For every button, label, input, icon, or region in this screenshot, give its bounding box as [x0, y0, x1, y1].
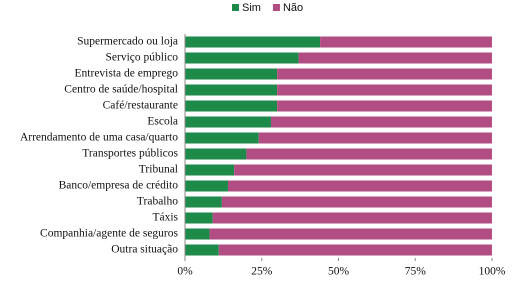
legend-label: Não — [283, 2, 303, 14]
y-tick-label: Escola — [147, 116, 178, 128]
bar-segment — [221, 196, 492, 208]
y-tick-label: Companhia/agente de seguros — [40, 228, 178, 240]
bar-segment — [185, 148, 247, 160]
bar-segment — [185, 180, 228, 192]
bar-segment — [277, 100, 492, 112]
x-tick-label: 50% — [328, 266, 350, 278]
legend-swatch — [272, 4, 280, 11]
bar-segment — [298, 52, 492, 64]
bar-segment — [227, 180, 493, 192]
y-tick-label: Supermercado ou loja — [77, 36, 178, 48]
y-tick-label: Táxis — [152, 212, 178, 224]
bar-segment — [185, 116, 271, 128]
bar-segment — [277, 84, 492, 96]
bar-segment — [185, 244, 219, 256]
bar-segment — [185, 100, 278, 112]
bar-segment — [185, 36, 321, 48]
x-tick-label: 25% — [251, 266, 273, 278]
y-tick-label: Banco/empresa de crédito — [59, 180, 179, 192]
bar-segment — [185, 52, 299, 64]
bar-segment — [277, 68, 492, 80]
bar-segment — [320, 36, 492, 48]
y-tick-label: Tribunal — [139, 164, 178, 176]
legend-label: Sim — [242, 2, 261, 14]
x-tick-label: 75% — [405, 266, 427, 278]
bar-segment — [185, 84, 278, 96]
x-tick-label: 0% — [177, 266, 193, 278]
legend-swatch — [232, 4, 239, 11]
y-tick-label: Arrendamento de uma casa/quarto — [20, 132, 178, 144]
y-tick-label: Café/restaurante — [103, 100, 178, 112]
bar-segment — [258, 132, 492, 144]
bar-segment — [212, 212, 492, 224]
bar-segment — [234, 164, 492, 176]
bar-segment — [209, 228, 492, 240]
y-tick-label: Centro de saúde/hospital — [64, 84, 178, 96]
bar-segment — [246, 148, 492, 160]
bar-segment — [185, 68, 278, 80]
x-tick-label: 100% — [479, 266, 506, 278]
y-tick-label: Transportes públicos — [82, 148, 178, 160]
bar-segment — [185, 228, 210, 240]
y-tick-label: Outra situação — [111, 244, 178, 256]
bar-segment — [185, 164, 235, 176]
bar-segment — [270, 116, 492, 128]
y-tick-label: Entrevista de emprego — [75, 68, 179, 80]
y-tick-label: Serviço público — [106, 52, 179, 64]
bar-segment — [185, 212, 213, 224]
bar-segment — [185, 132, 259, 144]
y-tick-label: Trabalho — [137, 196, 178, 208]
bar-segment — [185, 196, 222, 208]
bar-segment — [218, 244, 492, 256]
